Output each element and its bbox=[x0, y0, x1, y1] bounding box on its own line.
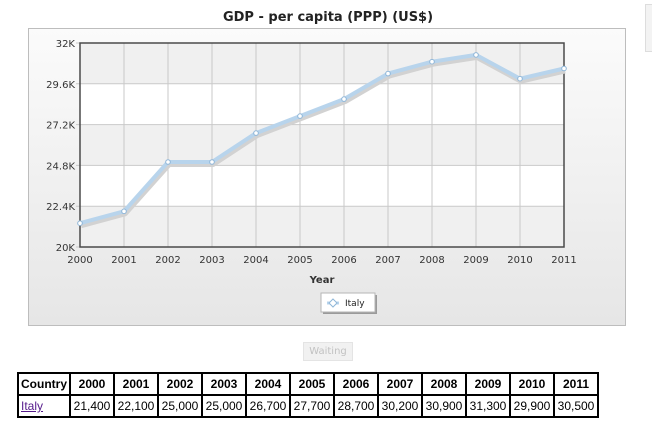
table-header-row: Country 2000 2001 2002 2003 2004 2005 2006 2007… bbox=[17, 372, 599, 396]
data-point bbox=[77, 220, 83, 226]
value-cell: 31,300 bbox=[465, 394, 511, 418]
y-tick-label: 27.2K bbox=[46, 121, 75, 132]
value-cell: 28,700 bbox=[333, 394, 379, 418]
x-tick-label: 2005 bbox=[287, 255, 312, 266]
y-tick-label: 32K bbox=[56, 39, 76, 50]
year-column-header: 2007 bbox=[377, 372, 423, 396]
data-point bbox=[473, 52, 479, 58]
x-axis-label: Year bbox=[309, 275, 335, 286]
y-tick-label: 24.8K bbox=[46, 161, 75, 172]
year-column-header: 2003 bbox=[201, 372, 247, 396]
x-tick-label: 2000 bbox=[67, 255, 92, 266]
value-cell: 27,700 bbox=[289, 394, 335, 418]
x-tick-label: 2007 bbox=[375, 255, 400, 266]
series-line-italy bbox=[79, 52, 565, 226]
legend-box bbox=[320, 292, 376, 313]
x-tick-label: 2004 bbox=[243, 255, 268, 266]
year-column-header: 2009 bbox=[465, 372, 511, 396]
year-column-header: 2002 bbox=[157, 372, 203, 396]
chart-title: GDP - per capita (PPP) (US$) bbox=[222, 10, 434, 25]
value-cell: 22,100 bbox=[113, 394, 159, 418]
year-column-header: 2004 bbox=[245, 372, 291, 396]
value-cell: 30,200 bbox=[377, 394, 423, 418]
year-column-header: 2001 bbox=[113, 372, 159, 396]
value-cell: 25,000 bbox=[201, 394, 247, 418]
x-tick-label: 2008 bbox=[419, 255, 444, 266]
data-point bbox=[121, 208, 127, 215]
x-tick-label: 2001 bbox=[111, 255, 136, 266]
y-tick-label: 22.4K bbox=[46, 202, 75, 213]
year-column-header: 2005 bbox=[289, 372, 335, 396]
data-point bbox=[517, 75, 523, 82]
year-column-header: 2000 bbox=[69, 372, 115, 396]
value-cell: 29,900 bbox=[509, 394, 555, 418]
y-tick-label: 20K bbox=[56, 243, 76, 254]
x-tick-label: 2009 bbox=[463, 255, 488, 266]
x-tick-label: 2003 bbox=[199, 255, 224, 266]
plot-band bbox=[80, 83, 564, 125]
year-column-header: 2011 bbox=[553, 372, 599, 396]
data-point bbox=[385, 70, 391, 77]
plot-band bbox=[80, 206, 564, 247]
data-point bbox=[297, 113, 303, 119]
plot-frame bbox=[79, 42, 565, 248]
value-cell: 21,400 bbox=[69, 394, 115, 418]
data-point bbox=[253, 130, 259, 136]
gdp-data-table: Country 2000 2001 2002 2003 2004 2005 2006 2007… bbox=[17, 372, 599, 418]
country-link[interactable]: Italy bbox=[21, 399, 44, 413]
year-column-header: 2010 bbox=[509, 372, 555, 396]
data-point bbox=[561, 65, 567, 72]
value-cell: 30,900 bbox=[421, 394, 467, 418]
legend-marker-icon bbox=[328, 298, 338, 308]
data-point bbox=[209, 159, 215, 165]
year-column-header: 2006 bbox=[333, 372, 379, 396]
x-tick-label: 2011 bbox=[551, 255, 576, 266]
waiting-button[interactable]: Waiting bbox=[303, 342, 353, 361]
value-cell: 26,700 bbox=[245, 394, 291, 418]
year-column-header: 2008 bbox=[421, 372, 467, 396]
data-point bbox=[341, 96, 347, 102]
plot-band bbox=[80, 124, 564, 166]
x-tick-label: 2006 bbox=[331, 255, 356, 266]
data-point bbox=[165, 159, 171, 165]
data-point bbox=[429, 58, 435, 65]
x-tick-label: 2010 bbox=[507, 255, 532, 266]
value-cell: 30,500 bbox=[553, 394, 599, 418]
line-chart: 2000 2001 2002 2003 2004 2005 2006 2007 2008 2009… bbox=[46, 39, 577, 314]
table-row: Italy 21,400 22,100 25,000 25,000 26,700 27,70… bbox=[17, 394, 599, 418]
side-panel-stub bbox=[645, 4, 652, 52]
y-tick-label: 29.6K bbox=[46, 80, 75, 91]
country-cell: Italy bbox=[17, 394, 71, 418]
legend-label: Italy bbox=[345, 299, 365, 309]
country-column-header: Country bbox=[17, 372, 71, 396]
x-tick-label: 2002 bbox=[155, 255, 180, 266]
value-cell: 25,000 bbox=[157, 394, 203, 418]
